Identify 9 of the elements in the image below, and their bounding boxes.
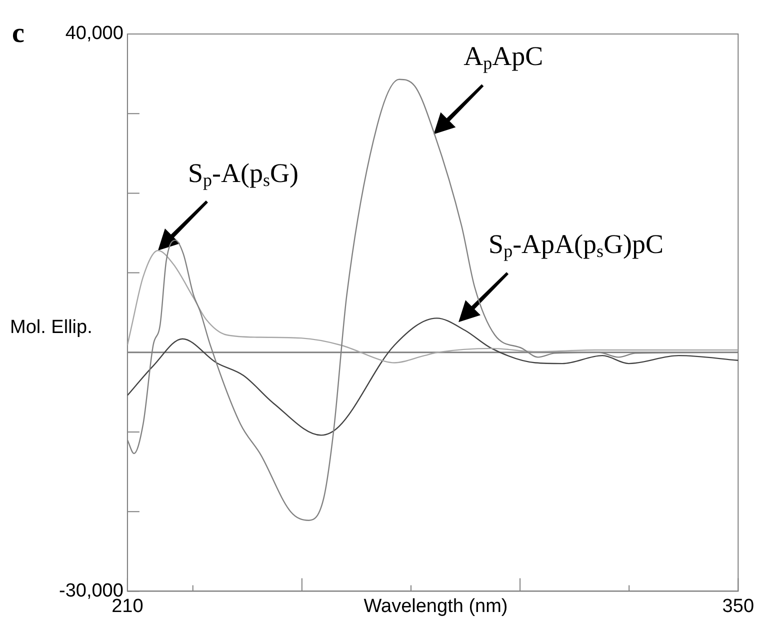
annotation: S$_{p}$-A(p$_{s}$G) [188, 158, 298, 190]
y-axis-title: Mol. Ellip. [10, 317, 92, 340]
x-tick-label: 350 [722, 596, 754, 617]
annotation: S$_{p}$-ApA(p$_{s}$G)pC [488, 229, 664, 262]
x-tick-label: 210 [112, 596, 144, 617]
y-tick-label: 40,000 [65, 23, 124, 44]
x-axis-title: Wavelength (nm) [364, 596, 508, 618]
annotation: A$_{p}$ApC [464, 41, 544, 74]
text: c [12, 18, 24, 50]
